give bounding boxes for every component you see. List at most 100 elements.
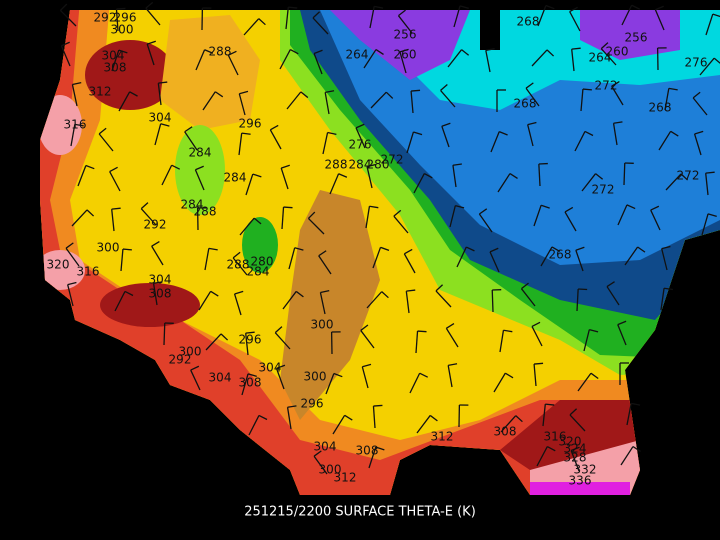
contour-label: 300 (304, 370, 327, 384)
wind-barb (595, 173, 604, 180)
contour-label: 304 (259, 361, 282, 375)
contour-label: 284 (349, 158, 372, 172)
wind-barb (369, 6, 375, 29)
wind-barb (655, 5, 664, 11)
wind-barb (582, 88, 592, 91)
wind-barb (406, 289, 416, 292)
wind-barb (220, 333, 229, 341)
wind-barb (545, 4, 555, 10)
wind-barb (527, 121, 537, 126)
contour-label: 316 (64, 118, 87, 132)
wind-barb (195, 49, 206, 71)
wind-barb (445, 323, 455, 329)
wind-barb (195, 165, 204, 171)
wind-barb (372, 406, 376, 429)
wind-barb (452, 163, 462, 166)
wind-barb (274, 332, 291, 350)
wind-barb (124, 290, 134, 297)
contour-label: 272 (592, 183, 615, 197)
wind-barb (403, 253, 416, 274)
wind-barb (416, 415, 431, 434)
wind-barb (370, 91, 387, 109)
wind-barb (621, 4, 633, 26)
wind-barb (115, 9, 119, 32)
wind-barb (190, 365, 200, 371)
wind-barb (153, 281, 163, 284)
wind-barb (241, 373, 249, 396)
wind-barb (98, 133, 114, 152)
wind-barb (320, 289, 330, 294)
wind-barb (626, 204, 636, 210)
wind-barb (491, 289, 494, 313)
contour-label: 312 (334, 471, 357, 485)
wind-barb (485, 48, 495, 52)
wind-barb (571, 47, 581, 50)
wind-barb (707, 213, 717, 217)
wind-barb (239, 217, 255, 236)
wind-barb (531, 49, 548, 67)
wind-barb (184, 126, 193, 133)
contour-label: 284 (181, 198, 204, 212)
wind-barb (361, 366, 369, 389)
wind-barb (527, 124, 534, 147)
wind-barb (545, 403, 555, 406)
wind-barb (325, 373, 335, 395)
wind-barb (405, 291, 410, 314)
wind-barb (204, 49, 214, 54)
wind-barb (485, 50, 491, 73)
wind-barb (650, 205, 660, 211)
contour-label: 300 (111, 23, 134, 37)
wind-barb (705, 13, 714, 36)
wind-barb (631, 4, 641, 10)
wind-barb (227, 54, 239, 76)
wind-barb (65, 242, 74, 249)
wind-barb (489, 247, 499, 253)
wind-barb (466, 246, 475, 252)
wind-barb (419, 372, 429, 378)
wind-barb (456, 246, 467, 268)
contour-label: 276 (685, 56, 708, 70)
wind-barb (285, 7, 289, 30)
wind-barb (417, 330, 427, 333)
wind-barb (366, 163, 376, 168)
wind-barb (184, 131, 198, 151)
wind-barb (453, 5, 461, 28)
band-gold (160, 15, 260, 130)
wind-barb (373, 404, 383, 407)
wind-barb (238, 133, 243, 156)
wind-barb (624, 246, 639, 266)
wind-barb (617, 324, 627, 346)
contour-label: 256 (394, 28, 417, 42)
wind-barb (67, 284, 74, 307)
wind-barb (280, 167, 289, 190)
contour-label: 308 (104, 61, 127, 75)
band-purple (580, 10, 680, 60)
wind-barb (705, 173, 709, 196)
wind-barb (300, 91, 309, 99)
wind-barb (109, 166, 118, 173)
wind-barb (520, 288, 536, 307)
wind-barb (498, 130, 508, 136)
contour-label: 312 (89, 85, 112, 99)
wind-barb (441, 122, 451, 127)
wind-barb (637, 246, 646, 253)
wind-barb (327, 131, 337, 135)
wind-barb (399, 48, 409, 53)
wind-barb (140, 208, 157, 226)
wind-barb (693, 133, 702, 156)
contour-label: 304 (149, 273, 172, 287)
wind-barb (393, 215, 409, 234)
wind-barb (435, 284, 444, 292)
wind-barb (375, 446, 385, 451)
contour-label: 332 (574, 463, 597, 477)
wind-barb (461, 49, 470, 56)
contour-label: 300 (179, 345, 202, 359)
contour-label: 288 (194, 205, 217, 219)
contour-label: 260 (606, 45, 629, 59)
wind-barb (626, 403, 632, 426)
wind-barb (338, 173, 348, 178)
contour-label: 256 (625, 31, 648, 45)
contour-label: 288 (209, 45, 232, 59)
contour-label: 284 (189, 146, 212, 160)
contour-label: 308 (494, 425, 517, 439)
